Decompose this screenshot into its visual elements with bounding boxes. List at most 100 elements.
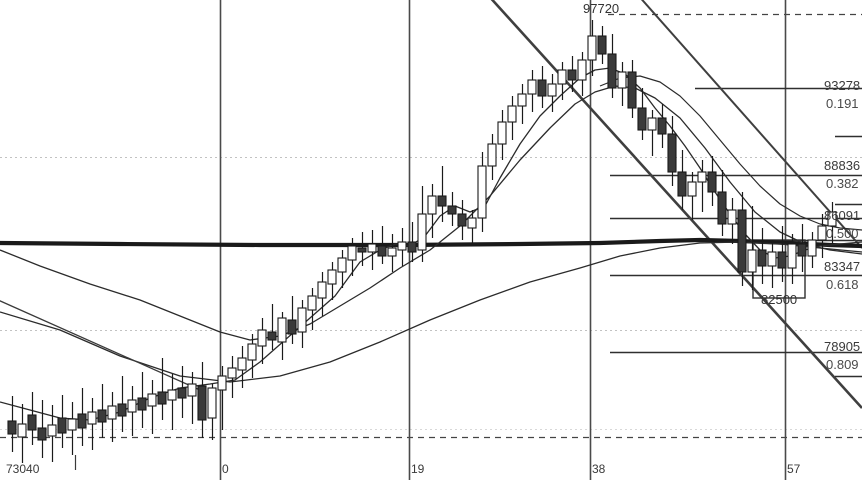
candle-body-up [297, 307, 307, 333]
box-price-annotation: 82500 [761, 292, 798, 307]
candle-body-down [287, 319, 297, 335]
fib-label-0382: 0.382 [826, 176, 859, 191]
candle-body-up [547, 83, 557, 97]
candle-body-down [177, 387, 187, 399]
candle-body-up [427, 195, 437, 215]
candle-body-down [447, 205, 457, 215]
candle-body-up [687, 181, 697, 197]
candle-body-up [417, 213, 427, 251]
x-axis-label-0: 0 [222, 462, 229, 476]
price-label-88836: 88836 [824, 158, 861, 173]
candle-body-up [227, 367, 237, 379]
candle-body-up [107, 405, 117, 420]
candle-body-up [317, 281, 327, 299]
x-axis-label-57: 57 [787, 462, 801, 476]
candle-body-up [147, 393, 157, 407]
candle-body-up [337, 257, 347, 273]
candle-body-up [207, 387, 217, 419]
candle-body-down [97, 409, 107, 423]
candle-body-down [707, 171, 717, 193]
candle-body-up [477, 165, 487, 219]
candle-body-down [37, 427, 47, 441]
fib-label-0500: 0.500 [826, 226, 859, 241]
candle-body-down [657, 117, 667, 135]
candle-body-up [767, 251, 777, 267]
dotted-gridlines [0, 157, 862, 430]
peak-price-annotation: 97720 [583, 1, 620, 16]
candle-body-up [367, 243, 377, 253]
trendlines[interactable] [487, 0, 862, 409]
fibonacci-level-lines [610, 87, 862, 378]
candle-body-down [27, 414, 37, 431]
candle-body-up [397, 241, 407, 251]
candle-body-up [727, 209, 737, 225]
candle-body-down [797, 243, 807, 257]
candle-body-up [347, 245, 357, 261]
candle-body-down [607, 53, 617, 89]
candle-body-down [197, 385, 207, 421]
candle-body-up [827, 211, 837, 227]
candle-body-up [807, 239, 817, 257]
candle-body-down [357, 247, 367, 253]
dashed-levels [0, 13, 862, 439]
candle-body-up [557, 69, 567, 85]
candle-body-down [717, 191, 727, 225]
candle-body-down [7, 420, 17, 435]
candle-body-down [757, 249, 767, 267]
candle-body-down [537, 79, 547, 97]
price-label-86091: 86091 [824, 208, 861, 223]
candle-body-down [627, 71, 637, 109]
ma-thick-long [0, 237, 862, 249]
candle-body-up [247, 343, 257, 361]
candle-body-up [467, 217, 477, 229]
ma-medium [0, 85, 862, 341]
candle-body-down [637, 107, 647, 131]
candle-body-down [57, 417, 67, 434]
candle-body-up [527, 79, 537, 95]
trendline-secondary [640, 0, 862, 249]
candle-body-up [487, 143, 497, 167]
candle-body-up [277, 317, 287, 343]
candle-body-down [737, 209, 747, 273]
candle-body-down [667, 133, 677, 173]
candle-body-down [407, 241, 417, 253]
price-label-83347: 83347 [824, 259, 861, 274]
candle-body-up [387, 247, 397, 257]
candle-body-up [577, 59, 587, 81]
candle-body-up [697, 171, 707, 183]
candle-body-up [507, 105, 517, 123]
x-axis-label-38: 38 [592, 462, 606, 476]
candle-body-up [17, 423, 27, 438]
candle-body-up [497, 121, 507, 145]
candle-body-up [647, 117, 657, 131]
candle-body-up [587, 35, 597, 61]
x-axis-label-19: 19 [411, 462, 425, 476]
fib-label-0618: 0.618 [826, 277, 859, 292]
candle-body-down [457, 213, 467, 227]
candle-body-down [567, 69, 577, 81]
candle-body-up [127, 399, 137, 413]
candle-body-up [47, 424, 57, 437]
candle-body-up [327, 269, 337, 285]
candle-body-down [677, 171, 687, 197]
candle-body-down [117, 403, 127, 417]
candle-body-up [787, 243, 797, 269]
price-label-78905: 78905 [824, 339, 861, 354]
price-label-93278: 93278 [824, 78, 861, 93]
candle-body-down [77, 413, 87, 429]
trendline-primary [490, 0, 862, 409]
candle-body-up [517, 93, 527, 107]
candle-body-up [187, 383, 197, 397]
candle-body-up [307, 295, 317, 311]
fib-label-0809: 0.809 [826, 357, 859, 372]
x-axis-label-73040: 73040 [6, 462, 40, 476]
candle-body-up [237, 357, 247, 371]
candle-body-down [597, 35, 607, 55]
candle-body-down [777, 251, 787, 269]
candle-body-up [217, 375, 227, 391]
candle-body-down [267, 331, 277, 341]
candle-body-up [167, 389, 177, 401]
candle-body-down [157, 391, 167, 405]
